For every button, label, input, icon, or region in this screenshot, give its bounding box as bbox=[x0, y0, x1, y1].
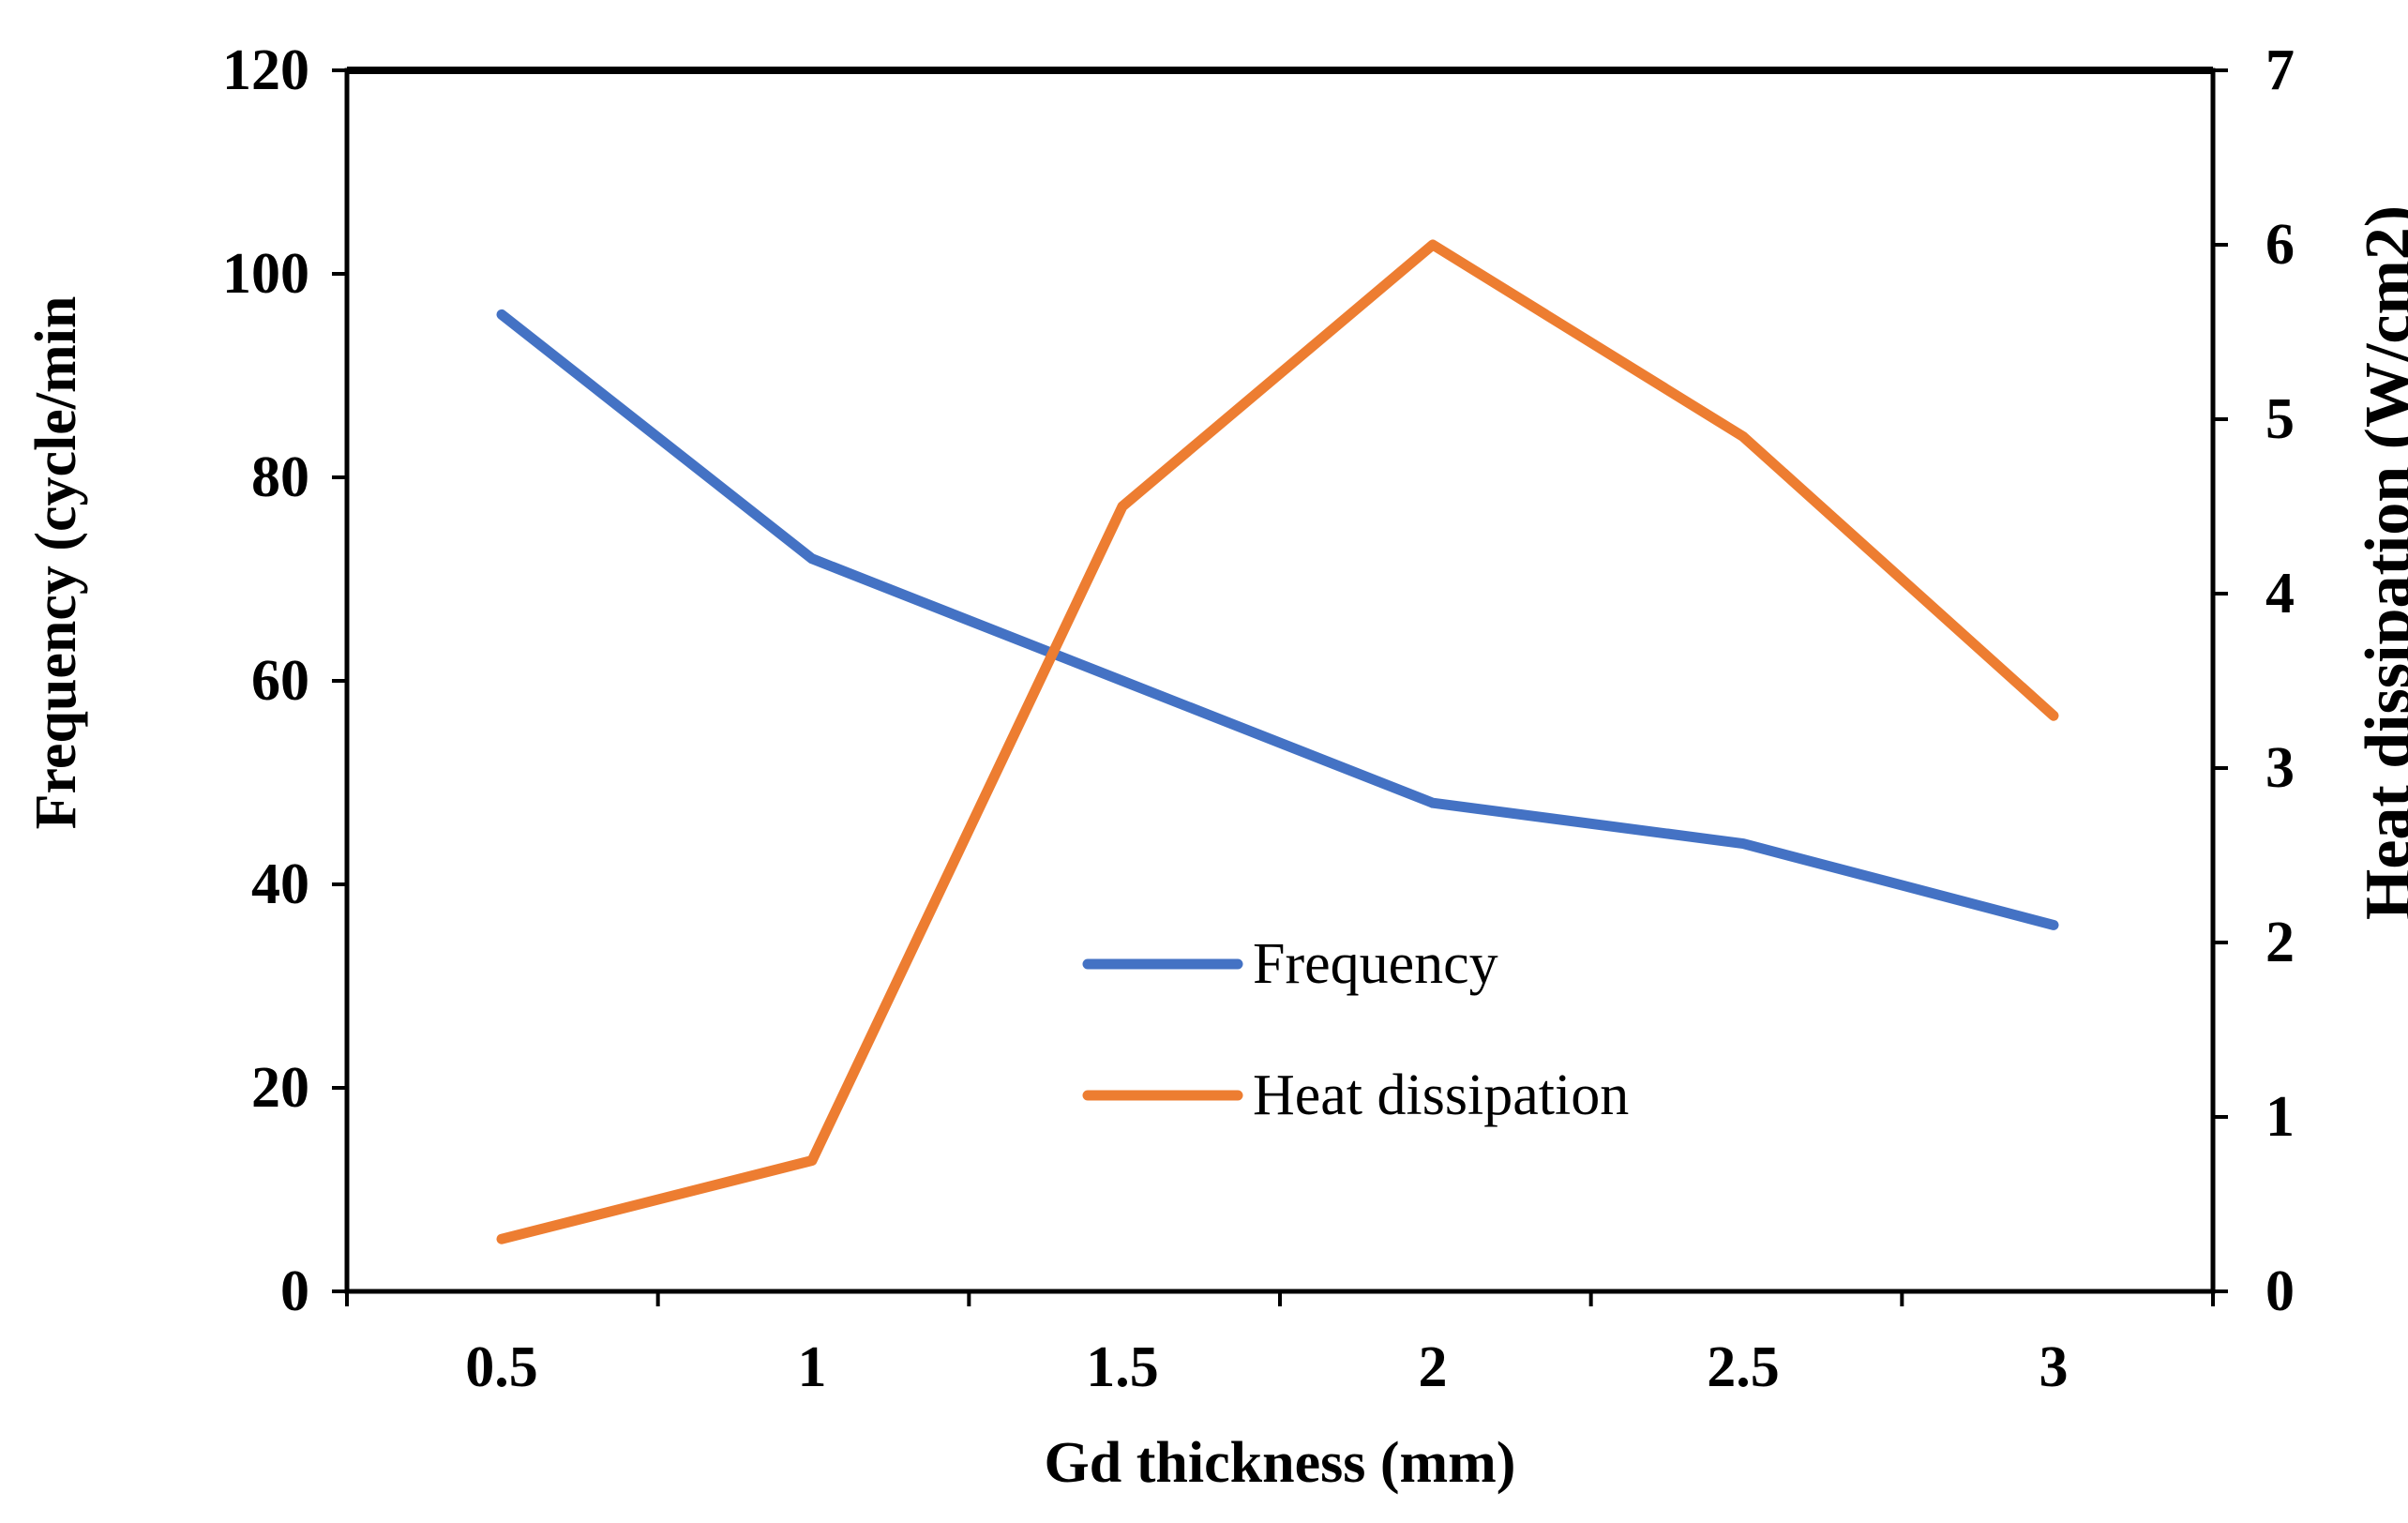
x-tick-label: 2.5 bbox=[1707, 1335, 1780, 1399]
series-line-heat-dissipation bbox=[496, 239, 2059, 1244]
y-left-tick-label: 0 bbox=[280, 1259, 309, 1323]
y-right-tick-label: 1 bbox=[2265, 1085, 2295, 1149]
y-axis-right-title: Heat dissipation (W/cm2) bbox=[2353, 205, 2408, 920]
y-left-tick-label: 120 bbox=[222, 38, 309, 102]
y-left-tick-label: 100 bbox=[222, 242, 309, 306]
y-right-tick-label: 4 bbox=[2265, 562, 2295, 626]
y-right-tick-label: 7 bbox=[2265, 38, 2295, 102]
legend: Frequency Heat dissipation bbox=[1082, 932, 1629, 1127]
y-right-tick-label: 3 bbox=[2265, 736, 2295, 800]
y-left-tick-label: 80 bbox=[251, 445, 309, 509]
y-right-tick-label: 5 bbox=[2265, 387, 2295, 451]
x-tick-label: 2 bbox=[1419, 1335, 1448, 1399]
x-axis-title: Gd thickness (mm) bbox=[1045, 1431, 1516, 1495]
y-right-tick-label: 0 bbox=[2265, 1259, 2295, 1323]
y-left-tick-label: 60 bbox=[251, 649, 309, 713]
x-tick-label: 1 bbox=[798, 1335, 827, 1399]
x-tick-label: 3 bbox=[2039, 1335, 2069, 1399]
right-axis-ticks: 0 1 2 3 4 5 6 7 bbox=[2213, 38, 2295, 1323]
legend-label-heat-dissipation: Heat dissipation bbox=[1253, 1063, 1629, 1127]
x-tick-label: 1.5 bbox=[1086, 1335, 1159, 1399]
series-layer bbox=[496, 239, 2059, 1244]
legend-label-frequency: Frequency bbox=[1253, 932, 1498, 996]
y-right-tick-label: 2 bbox=[2265, 911, 2295, 974]
series-line-frequency bbox=[496, 309, 2059, 930]
x-axis-ticks: 0.5 1 1.5 2 2.5 3 bbox=[345, 1291, 2215, 1399]
y-left-tick-label: 20 bbox=[251, 1056, 309, 1120]
y-right-tick-label: 6 bbox=[2265, 213, 2295, 277]
x-tick-label: 0.5 bbox=[465, 1335, 538, 1399]
left-axis-ticks: 0 20 40 60 80 100 120 bbox=[222, 38, 347, 1323]
y-axis-left-title: Frequency (cycle/min bbox=[24, 296, 88, 830]
y-left-tick-label: 40 bbox=[251, 852, 309, 916]
